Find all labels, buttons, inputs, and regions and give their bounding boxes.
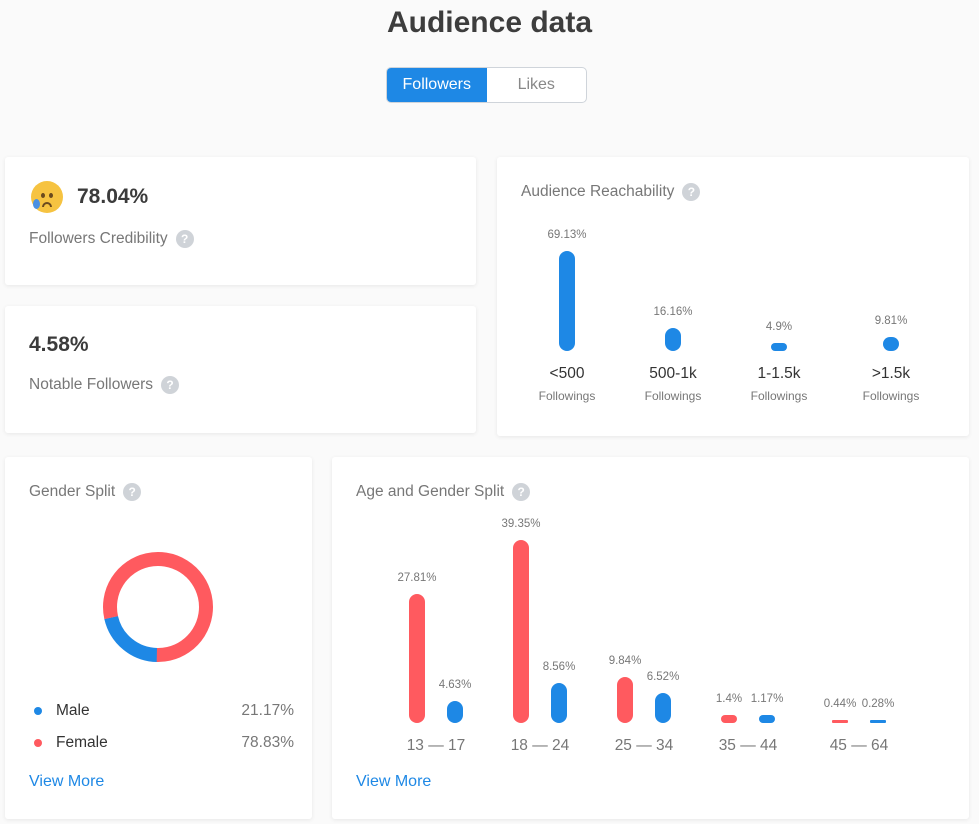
tab-followers[interactable]: Followers xyxy=(387,68,487,102)
page-title: Audience data xyxy=(386,6,593,39)
reachability-title-row: Audience Reachability ? xyxy=(521,183,701,201)
age-bar-male xyxy=(655,692,671,723)
help-icon[interactable]: ? xyxy=(512,483,531,501)
age-bar-female xyxy=(409,593,425,723)
help-icon[interactable]: ? xyxy=(161,376,180,394)
male-dot-icon xyxy=(34,707,42,715)
legend-label-male: Male xyxy=(56,702,90,719)
age-pct-female: 39.35% xyxy=(501,518,541,530)
gender-title: Gender Split xyxy=(29,483,116,500)
age-pct-male: 0.28% xyxy=(861,698,895,710)
age-pct-male: 6.52% xyxy=(646,670,680,683)
age-pct-male: 8.56% xyxy=(542,661,576,674)
reachability-bar xyxy=(559,251,575,351)
age-bar-male xyxy=(447,701,463,723)
credibility-label: Followers Credibility xyxy=(29,230,168,247)
age-pct-female: 27.81% xyxy=(397,571,437,584)
legend-row-male: Male 21.17% xyxy=(34,702,294,720)
age-pct-female: 9.84% xyxy=(608,655,642,668)
age-bar-female xyxy=(832,720,848,723)
reachability-label: <500 xyxy=(549,365,585,382)
audience-toggle: Followers Likes xyxy=(386,67,587,103)
legend-value-female: 78.83% xyxy=(241,734,294,751)
age-group-label: 35 — 44 xyxy=(718,737,778,754)
reachability-pct: 4.9% xyxy=(765,321,793,333)
gender-donut-chart xyxy=(103,552,213,662)
age-pct-female: 1.4% xyxy=(715,693,743,705)
reachability-pct: 16.16% xyxy=(653,305,693,318)
credibility-card: 78.04% Followers Credibility ? xyxy=(5,157,476,285)
reachability-title: Audience Reachability xyxy=(521,183,675,200)
reachability-label: >1.5k xyxy=(871,365,911,382)
legend-row-female: Female 78.83% xyxy=(34,734,294,752)
help-icon[interactable]: ? xyxy=(175,230,194,248)
age-bar-female xyxy=(513,540,529,723)
age-gender-title-row: Age and Gender Split ? xyxy=(356,483,531,501)
age-bar-female xyxy=(721,715,737,723)
reachability-sublabel: Followings xyxy=(538,389,596,403)
age-group-label: 25 — 34 xyxy=(614,737,674,754)
credibility-label-row: Followers Credibility ? xyxy=(29,230,194,248)
reachability-bar xyxy=(771,343,787,351)
reachability-card: Audience Reachability ? 69.13% <500 Follow… xyxy=(497,157,969,436)
age-bar-female xyxy=(617,677,633,723)
donut-slice-female xyxy=(103,552,213,662)
reachability-label: 1-1.5k xyxy=(757,365,801,382)
credibility-value: 78.04% xyxy=(77,185,149,208)
age-bar-male xyxy=(870,720,886,723)
gender-view-more-link[interactable]: View More xyxy=(29,773,105,790)
age-gender-view-more-link[interactable]: View More xyxy=(356,773,432,790)
help-icon[interactable]: ? xyxy=(682,183,701,201)
legend-value-male: 21.17% xyxy=(241,702,294,719)
notable-label-row: Notable Followers ? xyxy=(29,376,180,394)
reachability-pct: 9.81% xyxy=(874,314,908,327)
age-gender-title: Age and Gender Split xyxy=(356,483,505,500)
age-pct-male: 4.63% xyxy=(438,679,472,692)
age-bar-male xyxy=(759,715,775,723)
age-group-label: 13 — 17 xyxy=(406,737,466,754)
reachability-pct: 69.13% xyxy=(547,229,587,241)
age-bar-male xyxy=(551,683,567,723)
notable-value: 4.58% xyxy=(29,333,89,356)
notable-label: Notable Followers xyxy=(29,376,154,393)
reachability-sublabel: Followings xyxy=(862,389,920,403)
female-dot-icon xyxy=(34,739,42,747)
notable-card: 4.58% Notable Followers ? xyxy=(5,306,476,433)
reachability-label: 500-1k xyxy=(649,365,697,382)
reachability-sublabel: Followings xyxy=(750,389,808,403)
gender-card: Gender Split ? Male 21.17% Female 78.83%… xyxy=(5,457,312,819)
reachability-bar xyxy=(665,327,681,351)
age-gender-card: Age and Gender Split ? View More 27.81% 4… xyxy=(332,457,969,819)
tab-likes[interactable]: Likes xyxy=(517,76,555,93)
age-group-label: 18 — 24 xyxy=(510,737,570,754)
gender-title-row: Gender Split ? xyxy=(29,483,142,501)
age-group-label: 45 — 64 xyxy=(829,737,889,754)
reachability-bar xyxy=(883,336,899,351)
age-pct-female: 0.44% xyxy=(823,698,857,710)
sad-tear-emoji-icon xyxy=(31,181,63,213)
reachability-sublabel: Followings xyxy=(644,389,702,403)
help-icon[interactable]: ? xyxy=(123,483,142,501)
age-pct-male: 1.17% xyxy=(750,693,784,705)
legend-label-female: Female xyxy=(56,734,108,751)
